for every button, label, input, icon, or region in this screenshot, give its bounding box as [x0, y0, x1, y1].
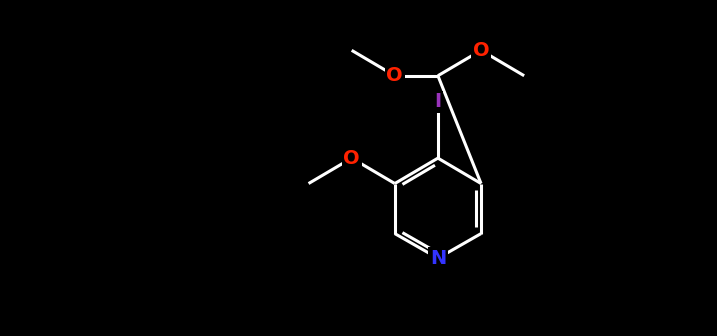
- Text: O: O: [343, 149, 360, 168]
- Text: N: N: [429, 249, 446, 268]
- Text: I: I: [435, 92, 442, 112]
- Text: O: O: [386, 66, 403, 85]
- Text: O: O: [473, 41, 489, 60]
